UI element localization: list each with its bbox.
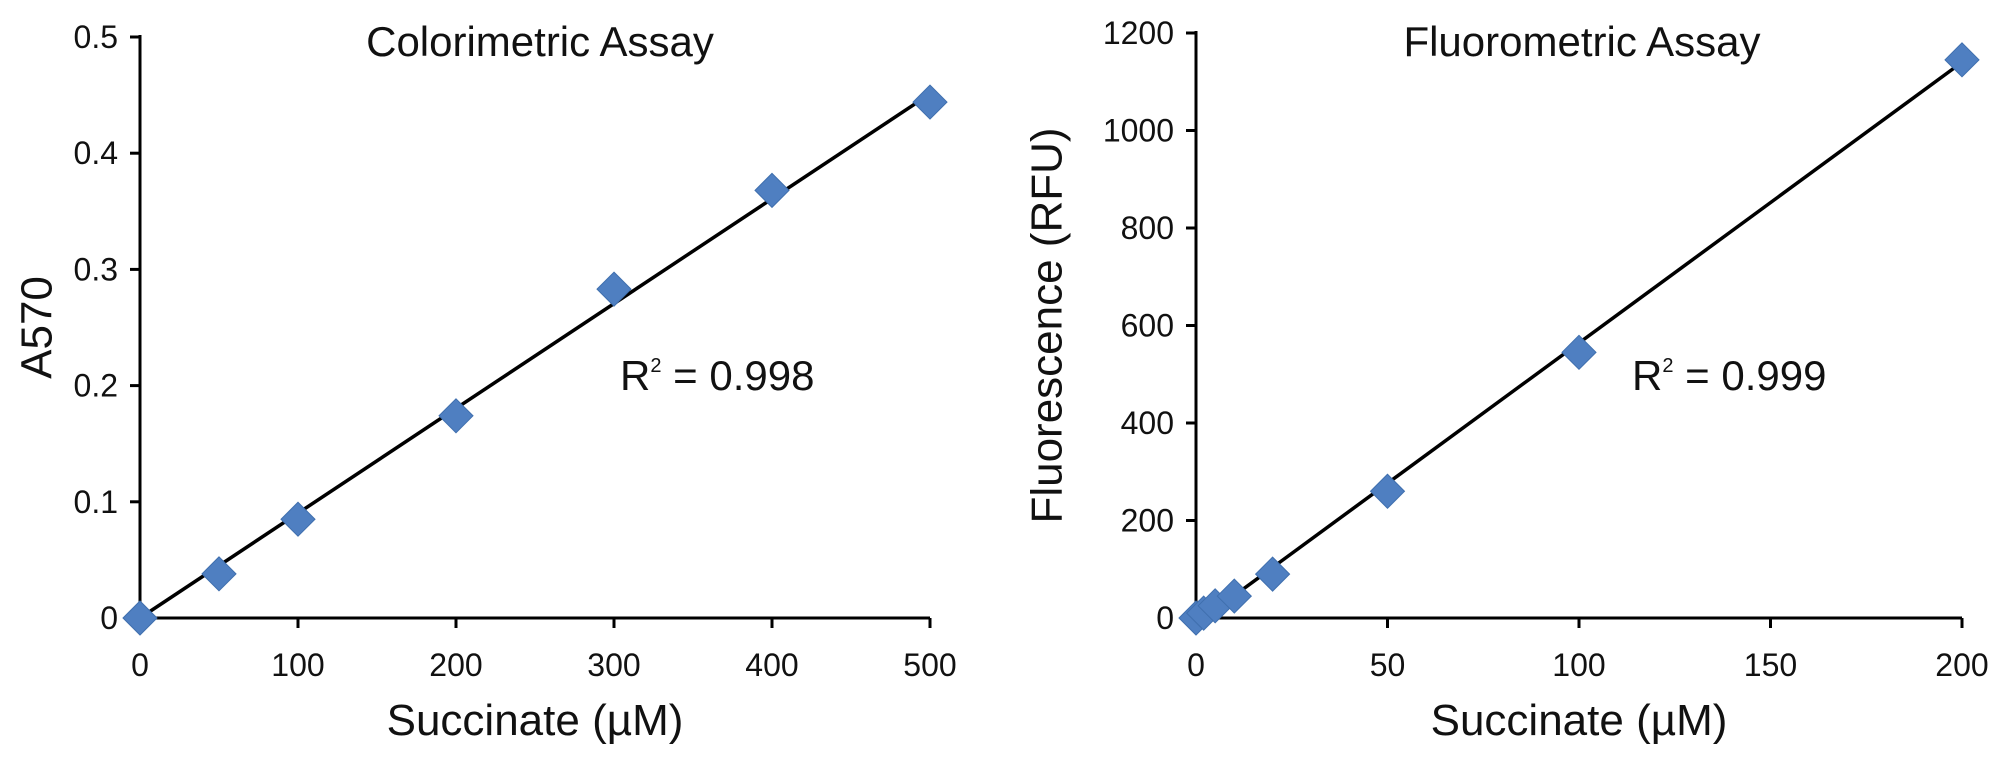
data-point-marker (280, 501, 316, 537)
r-squared-prefix: R (620, 352, 650, 399)
x-tick-label: 200 (429, 647, 482, 683)
x-tick-label: 50 (1370, 647, 1406, 683)
x-tick-label: 0 (1187, 647, 1205, 683)
data-point-marker (1369, 473, 1406, 509)
r-squared-superscript: 2 (650, 355, 661, 377)
chart-title: Fluorometric Assay (1403, 18, 1760, 65)
data-point-marker (1216, 578, 1253, 614)
y-tick-label: 0.4 (74, 135, 118, 171)
y-tick-label: 200 (1121, 503, 1174, 539)
x-axis-label: Succinate (µM) (1431, 696, 1728, 745)
data-point-marker (122, 600, 158, 636)
data-point-marker (1561, 334, 1597, 371)
x-tick-label: 300 (587, 647, 640, 683)
chart-title: Colorimetric Assay (366, 18, 714, 65)
r-squared-annotation: R2 = 0.999 (1632, 352, 1826, 399)
x-tick-label: 500 (903, 647, 956, 683)
data-point-marker (201, 556, 237, 592)
y-tick-label: 600 (1121, 308, 1174, 344)
data-point-marker (596, 271, 632, 307)
fluorometric-chart: 0 200 400 600 800 1000 1200 0 50 100 150 200 Fluorom… (1022, 15, 1988, 745)
x-tick-label: 150 (1744, 647, 1797, 683)
y-tick-label: 800 (1121, 210, 1174, 246)
y-tick-label: 0.1 (74, 484, 118, 520)
trendline (139, 92, 931, 620)
data-point-marker (438, 398, 474, 434)
y-tick-label: 400 (1121, 405, 1174, 441)
x-tick-label: 400 (745, 647, 798, 683)
r-squared-annotation: R2 = 0.998 (620, 352, 814, 399)
r-squared-prefix: R (1632, 352, 1662, 399)
y-tick-label: 1000 (1103, 113, 1174, 149)
y-tick-label: 0.5 (74, 19, 118, 55)
data-point-marker (754, 172, 790, 209)
y-tick-label: 1200 (1103, 15, 1174, 51)
r-squared-value: = 0.998 (661, 352, 814, 399)
y-tick-label: 0.3 (74, 251, 118, 287)
x-tick-label: 0 (131, 647, 149, 683)
data-point-marker (1944, 42, 1980, 78)
x-tick-label: 200 (1935, 647, 1988, 683)
y-tick-label: 0 (100, 600, 118, 636)
y-axis-label: Fluorescence (RFU) (1022, 127, 1071, 523)
colorimetric-chart: 0 0.1 0.2 0.3 0.4 0.5 0 100 200 300 400 500 Colorime… (12, 18, 956, 745)
y-tick-label: 0 (1156, 600, 1174, 636)
data-point-marker (1254, 556, 1291, 592)
y-tick-label: 0.2 (74, 368, 118, 404)
data-point-marker (912, 84, 948, 120)
r-squared-superscript: 2 (1662, 355, 1673, 377)
x-tick-label: 100 (1552, 647, 1605, 683)
x-axis-label: Succinate (µM) (387, 696, 684, 745)
r-squared-value: = 0.999 (1673, 352, 1826, 399)
y-axis-label: A570 (12, 276, 61, 379)
x-tick-label: 100 (271, 647, 324, 683)
